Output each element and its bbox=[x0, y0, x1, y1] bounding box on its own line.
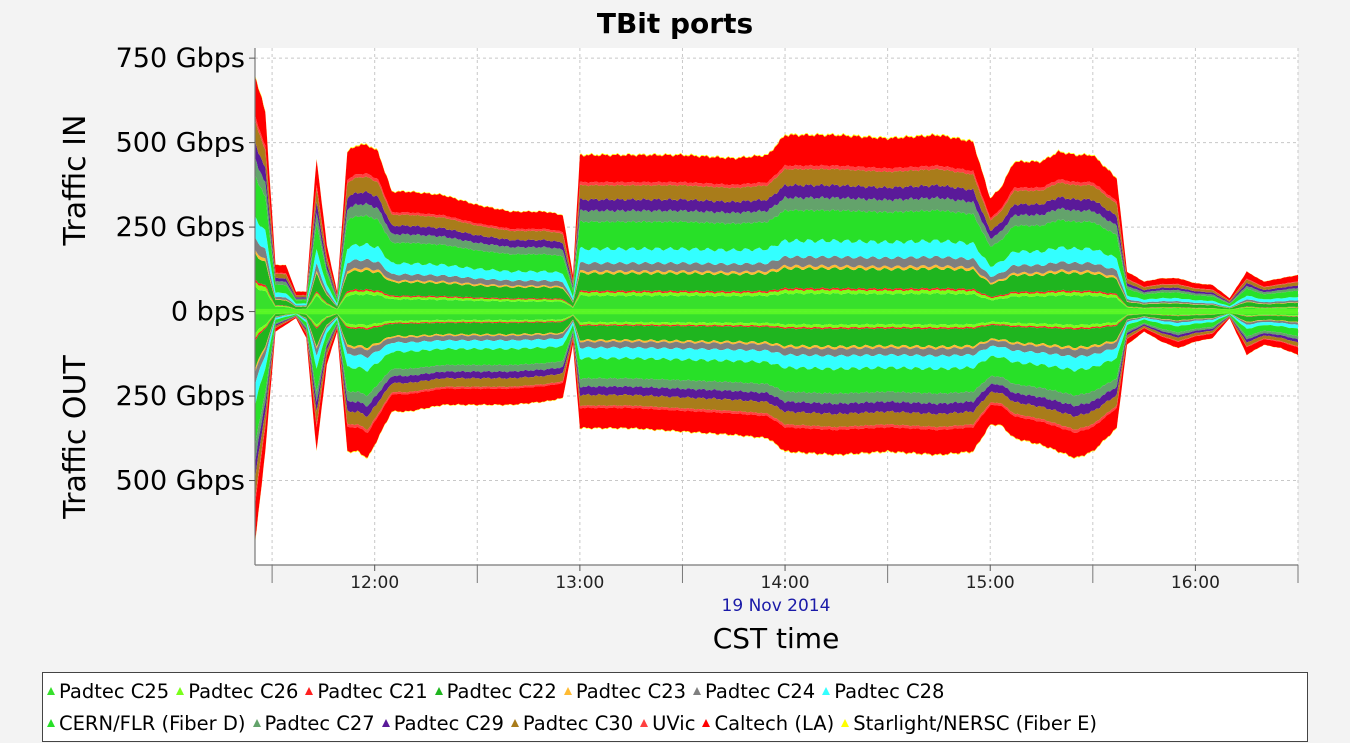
y-tick-label: 500 Gbps bbox=[116, 466, 245, 497]
baseline-band bbox=[255, 308, 1298, 315]
legend-label: Padtec C23 bbox=[575, 679, 687, 703]
legend: Padtec C25 Padtec C26 Padtec C21 Padtec C22… bbox=[42, 672, 1308, 742]
legend-label: Padtec C24 bbox=[705, 679, 816, 703]
x-tick-label: 13:00 bbox=[555, 573, 604, 593]
y-tick-label: 250 Gbps bbox=[116, 212, 245, 243]
y-axis-label-out: Traffic OUT bbox=[58, 355, 93, 520]
y-tick-label: 250 Gbps bbox=[116, 381, 245, 412]
legend-label: Padtec C30 bbox=[522, 711, 634, 735]
chart-svg: TBit ports 750 Gbps 500 Gbps 250 Gbps 0 bps… bbox=[58, 7, 1299, 655]
legend-marker-icon bbox=[693, 687, 702, 695]
legend-label: Caltech (LA) bbox=[714, 711, 835, 735]
y-tick-label: 750 Gbps bbox=[116, 43, 245, 74]
legend-row-2: CERN/FLR (Fiber D) Padtec C27 Padtec C29 Pa… bbox=[47, 707, 1301, 739]
area-out-padtec-c24 bbox=[255, 313, 1298, 385]
area-in-padtec-c25 bbox=[255, 286, 1298, 312]
x-tick-label: 14:00 bbox=[761, 573, 810, 593]
legend-item: Padtec C28 bbox=[822, 680, 944, 703]
legend-row-1: Padtec C25 Padtec C26 Padtec C21 Padtec C22… bbox=[47, 675, 1301, 707]
legend-marker-icon bbox=[841, 719, 850, 727]
area-in-padtec-c28 bbox=[255, 215, 1298, 308]
legend-label: CERN/FLR (Fiber D) bbox=[59, 711, 246, 735]
area-out-padtec-c28 bbox=[255, 313, 1298, 406]
area-in-cern-flr-fiber-d- bbox=[255, 175, 1298, 307]
legend-item: Padtec C22 bbox=[434, 679, 557, 703]
legend-label: Padtec C28 bbox=[834, 679, 945, 703]
legend-marker-icon bbox=[305, 687, 314, 695]
y-tick-label: 500 Gbps bbox=[116, 128, 245, 159]
legend-item: Padtec C25 bbox=[47, 680, 169, 703]
area-out-padtec-c23 bbox=[255, 313, 1298, 373]
stacked-areas bbox=[255, 75, 1298, 545]
legend-label: Padtec C25 bbox=[59, 679, 170, 703]
legend-item: Padtec C27 bbox=[252, 711, 375, 735]
legend-marker-icon bbox=[434, 687, 443, 695]
legend-item: Padtec C26 bbox=[176, 680, 298, 703]
area-out-padtec-c21 bbox=[255, 312, 1298, 341]
legend-marker-icon bbox=[381, 719, 390, 727]
legend-marker-icon bbox=[47, 719, 55, 727]
legend-marker-icon bbox=[510, 719, 519, 727]
legend-label: Padtec C29 bbox=[393, 711, 504, 735]
area-out-padtec-c22 bbox=[255, 312, 1298, 370]
area-in-padtec-c22 bbox=[255, 252, 1298, 310]
area-out-cern-flr-fiber-d- bbox=[255, 314, 1298, 446]
legend-marker-icon bbox=[252, 719, 261, 727]
legend-item: Padtec C30 bbox=[510, 711, 634, 735]
legend-label: Padtec C26 bbox=[188, 679, 299, 703]
y-tick-label: 0 bps bbox=[171, 297, 245, 328]
legend-item: Caltech (LA) bbox=[702, 712, 834, 735]
x-axis-date-label: 19 Nov 2014 bbox=[722, 596, 831, 616]
legend-item: Padtec C29 bbox=[381, 711, 504, 735]
area-out-padtec-c30 bbox=[255, 316, 1298, 501]
x-tick-label: 12:00 bbox=[350, 573, 399, 593]
x-tick-label: 15:00 bbox=[966, 573, 1015, 593]
chart-title: TBit ports bbox=[597, 7, 753, 40]
y-axis-label-in: Traffic IN bbox=[58, 115, 93, 247]
area-out-padtec-c26 bbox=[255, 312, 1298, 339]
area-out-padtec-c29 bbox=[255, 315, 1298, 480]
legend-item: Starlight/NERSC (Fiber E) bbox=[841, 712, 1097, 735]
area-out-padtec-c27 bbox=[255, 315, 1298, 464]
x-tick-label: 16:00 bbox=[1171, 573, 1220, 593]
legend-item: Padtec C21 bbox=[305, 679, 428, 703]
area-out-caltech-la- bbox=[255, 317, 1298, 544]
legend-marker-icon bbox=[702, 719, 711, 727]
legend-item: Padtec C24 bbox=[693, 680, 815, 703]
y-tick-labels: 750 Gbps 500 Gbps 250 Gbps 0 bps 250 Gbps 500… bbox=[116, 43, 255, 497]
legend-item: UVic bbox=[640, 712, 695, 735]
area-out-padtec-c25 bbox=[255, 311, 1298, 334]
axes bbox=[254, 48, 1298, 566]
legend-item: Padtec C23 bbox=[563, 679, 687, 703]
legend-label: Padtec C21 bbox=[317, 679, 428, 703]
legend-label: Starlight/NERSC (Fiber E) bbox=[853, 711, 1098, 735]
legend-label: Padtec C22 bbox=[446, 679, 557, 703]
legend-marker-icon bbox=[47, 687, 55, 695]
legend-marker-icon bbox=[176, 687, 185, 695]
legend-label: UVic bbox=[652, 711, 696, 735]
legend-item: CERN/FLR (Fiber D) bbox=[47, 712, 246, 735]
legend-marker-icon bbox=[563, 687, 572, 695]
legend-label: Padtec C27 bbox=[264, 711, 375, 735]
legend-marker-icon bbox=[822, 687, 831, 695]
x-tick-labels: 12:00 13:00 14:00 15:00 16:00 bbox=[271, 565, 1299, 593]
x-axis-title: CST time bbox=[713, 622, 840, 655]
legend-marker-icon bbox=[640, 719, 649, 727]
